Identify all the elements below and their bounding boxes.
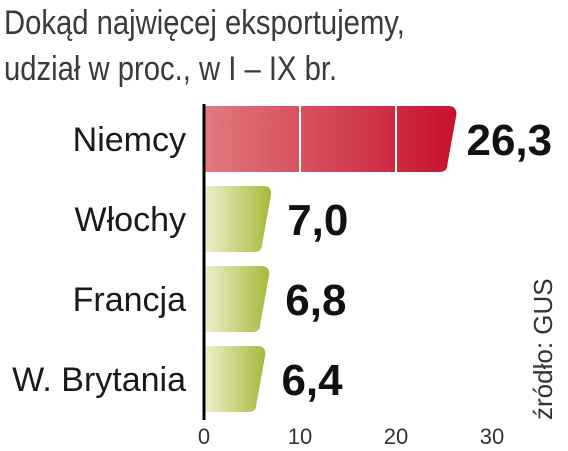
chart-subtitle: udział w proc., w I – IX br. <box>4 50 338 88</box>
value-label: 7,0 <box>287 196 348 245</box>
x-tick-label: 20 <box>384 424 408 449</box>
x-tick-label: 10 <box>288 424 312 449</box>
value-label: 6,8 <box>285 276 346 325</box>
value-label: 26,3 <box>466 116 552 165</box>
category-label: W. Brytania <box>12 361 186 399</box>
category-label: Włochy <box>75 201 186 239</box>
category-label: Francja <box>73 281 186 319</box>
bar-w-ochy <box>204 186 272 252</box>
category-label: Niemcy <box>73 121 186 159</box>
chart-title: Dokąd najwięcej eksportujemy, <box>4 4 405 42</box>
value-label: 6,4 <box>281 356 343 405</box>
bar-francja <box>204 266 270 332</box>
x-tick-label: 0 <box>198 424 210 449</box>
source-note: źródło: GUS <box>528 278 558 420</box>
bar-w-brytania <box>204 346 266 412</box>
bar-niemcy <box>204 106 457 172</box>
x-tick-label: 30 <box>480 424 504 449</box>
